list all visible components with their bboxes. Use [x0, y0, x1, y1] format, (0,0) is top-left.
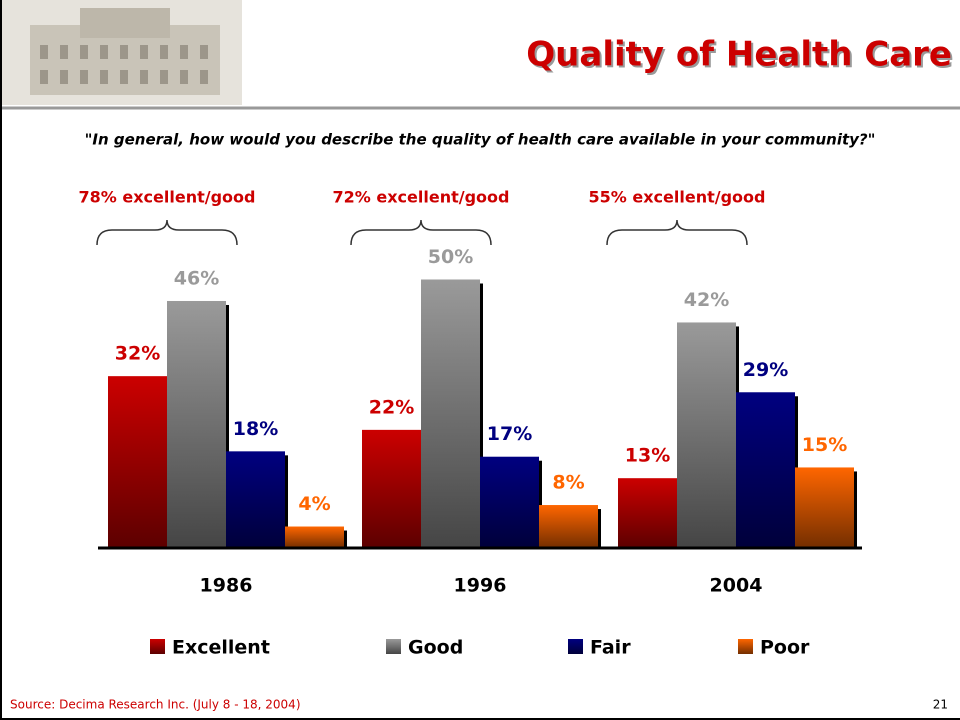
- legend-label: Poor: [760, 637, 810, 659]
- legend-label: Good: [408, 637, 463, 659]
- value-label: 13%: [625, 445, 670, 467]
- value-label: 8%: [552, 472, 584, 494]
- bar: [736, 392, 795, 548]
- source: Source: Decima Research Inc. (July 8 - 1…: [10, 698, 301, 712]
- bar: [362, 430, 421, 548]
- bar-shadow: [344, 531, 347, 548]
- bar: [795, 467, 854, 548]
- x-tick-label: 2004: [710, 575, 763, 597]
- chart-subtitle: "In general, how would you describe the …: [85, 131, 876, 149]
- header-image: [2, 0, 242, 105]
- legend-label: Fair: [590, 637, 631, 659]
- bar: [421, 280, 480, 549]
- legend-label: Excellent: [172, 637, 270, 659]
- value-label: 18%: [233, 418, 278, 440]
- annotation: 55% excellent/good: [589, 188, 766, 207]
- value-label: 32%: [115, 343, 160, 365]
- bar: [108, 376, 167, 548]
- bar: [618, 478, 677, 548]
- chart-title: Quality of Health Care: [526, 35, 952, 75]
- value-label: 22%: [369, 396, 414, 418]
- bar: [677, 322, 736, 548]
- slide: Quality of Health Care Quality of Health…: [0, 0, 960, 720]
- legend-swatch: [386, 639, 401, 654]
- value-label: 46%: [174, 267, 219, 289]
- legend-swatch: [150, 639, 165, 654]
- bar: [167, 301, 226, 548]
- value-label: 50%: [428, 246, 473, 268]
- bar: [285, 527, 344, 548]
- legend-swatch: [568, 639, 583, 654]
- bar: [480, 457, 539, 548]
- bar: [539, 505, 598, 548]
- x-tick-label: 1986: [200, 575, 253, 597]
- bar-shadow: [598, 509, 601, 548]
- value-label: 4%: [298, 493, 330, 515]
- annotation: 72% excellent/good: [333, 188, 510, 207]
- value-label: 29%: [743, 359, 788, 381]
- value-label: 17%: [487, 423, 532, 445]
- value-label: 42%: [684, 289, 729, 311]
- bar: [226, 451, 285, 548]
- x-tick-label: 1996: [454, 575, 507, 597]
- page-number: 21: [933, 698, 948, 712]
- bar-shadow: [854, 471, 857, 548]
- value-label: 15%: [802, 434, 847, 456]
- legend-swatch: [738, 639, 753, 654]
- annotation: 78% excellent/good: [79, 188, 256, 207]
